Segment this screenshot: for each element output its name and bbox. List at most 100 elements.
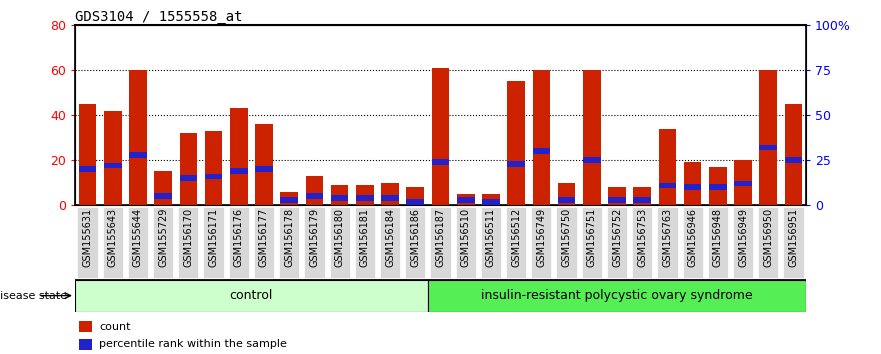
Bar	[204, 131, 222, 205]
Bar	[558, 183, 575, 205]
Bar	[428, 280, 806, 312]
Bar	[608, 197, 626, 203]
Bar	[432, 68, 449, 205]
Bar	[583, 70, 601, 205]
Text: GSM156948: GSM156948	[713, 207, 723, 267]
FancyBboxPatch shape	[633, 207, 652, 278]
Text: GSM156177: GSM156177	[259, 207, 269, 267]
FancyBboxPatch shape	[329, 207, 350, 278]
Bar	[734, 181, 751, 187]
FancyBboxPatch shape	[683, 207, 703, 278]
Text: GSM156750: GSM156750	[561, 207, 572, 267]
FancyBboxPatch shape	[759, 207, 779, 278]
Bar	[154, 171, 172, 205]
FancyBboxPatch shape	[355, 207, 375, 278]
FancyBboxPatch shape	[178, 207, 198, 278]
FancyBboxPatch shape	[657, 207, 677, 278]
Text: GSM156181: GSM156181	[359, 207, 370, 267]
Bar	[381, 195, 399, 201]
FancyBboxPatch shape	[481, 207, 501, 278]
Bar	[180, 176, 197, 181]
Bar	[432, 159, 449, 165]
Bar	[532, 148, 550, 154]
FancyBboxPatch shape	[78, 207, 98, 278]
Bar	[608, 187, 626, 205]
Text: GSM156171: GSM156171	[209, 207, 218, 267]
Bar	[356, 195, 374, 201]
FancyBboxPatch shape	[254, 207, 274, 278]
FancyBboxPatch shape	[506, 207, 526, 278]
Bar	[532, 70, 550, 205]
Text: GSM156949: GSM156949	[738, 207, 748, 267]
Bar	[507, 81, 525, 205]
FancyBboxPatch shape	[581, 207, 602, 278]
Text: GSM156749: GSM156749	[537, 207, 546, 267]
FancyBboxPatch shape	[733, 207, 753, 278]
Text: GSM155643: GSM155643	[107, 207, 118, 267]
Text: GSM156176: GSM156176	[233, 207, 244, 267]
Bar	[230, 168, 248, 174]
Text: GSM156512: GSM156512	[511, 207, 522, 267]
FancyBboxPatch shape	[405, 207, 426, 278]
FancyBboxPatch shape	[607, 207, 627, 278]
Bar	[709, 184, 727, 190]
Bar	[78, 166, 96, 172]
Bar	[154, 194, 172, 199]
Bar	[507, 161, 525, 167]
Text: GDS3104 / 1555558_at: GDS3104 / 1555558_at	[75, 10, 242, 24]
FancyBboxPatch shape	[380, 207, 400, 278]
Text: GSM156511: GSM156511	[486, 207, 496, 267]
Bar	[255, 124, 273, 205]
Bar	[75, 280, 428, 312]
Bar	[130, 70, 147, 205]
FancyBboxPatch shape	[102, 207, 122, 278]
Bar	[306, 176, 323, 205]
FancyBboxPatch shape	[229, 207, 248, 278]
FancyBboxPatch shape	[455, 207, 476, 278]
Bar	[306, 194, 323, 199]
Text: percentile rank within the sample: percentile rank within the sample	[99, 339, 287, 349]
Bar	[280, 197, 298, 203]
Bar	[558, 197, 575, 203]
Bar	[406, 187, 424, 205]
Text: GSM156950: GSM156950	[763, 207, 774, 267]
Bar	[482, 199, 500, 205]
Text: GSM156752: GSM156752	[612, 207, 622, 267]
Bar	[734, 160, 751, 205]
Text: GSM156510: GSM156510	[461, 207, 470, 267]
FancyBboxPatch shape	[128, 207, 148, 278]
Text: GSM156178: GSM156178	[285, 207, 294, 267]
Bar	[331, 195, 349, 201]
Bar	[633, 197, 651, 203]
FancyBboxPatch shape	[279, 207, 300, 278]
Text: GSM156179: GSM156179	[309, 207, 320, 267]
FancyBboxPatch shape	[707, 207, 728, 278]
Text: count: count	[99, 322, 130, 332]
FancyBboxPatch shape	[153, 207, 174, 278]
Bar	[457, 197, 475, 203]
Bar	[78, 339, 92, 350]
FancyBboxPatch shape	[204, 207, 224, 278]
Bar	[356, 185, 374, 205]
Text: GSM156184: GSM156184	[385, 207, 395, 267]
FancyBboxPatch shape	[783, 207, 803, 278]
Text: GSM156187: GSM156187	[435, 207, 446, 267]
Bar	[230, 108, 248, 205]
Bar	[331, 185, 349, 205]
Bar	[759, 70, 777, 205]
Bar	[130, 152, 147, 158]
Text: GSM156946: GSM156946	[688, 207, 698, 267]
Bar	[583, 158, 601, 163]
FancyBboxPatch shape	[304, 207, 324, 278]
Bar	[659, 183, 677, 188]
Text: GSM156170: GSM156170	[183, 207, 193, 267]
Bar	[381, 183, 399, 205]
Bar	[78, 321, 92, 332]
Bar	[684, 162, 701, 205]
Bar	[785, 104, 803, 205]
Text: GSM156753: GSM156753	[637, 207, 648, 267]
Text: insulin-resistant polycystic ovary syndrome: insulin-resistant polycystic ovary syndr…	[481, 289, 753, 302]
Text: GSM155729: GSM155729	[158, 207, 168, 267]
Text: GSM156751: GSM156751	[587, 207, 596, 267]
Text: GSM156186: GSM156186	[411, 207, 420, 267]
